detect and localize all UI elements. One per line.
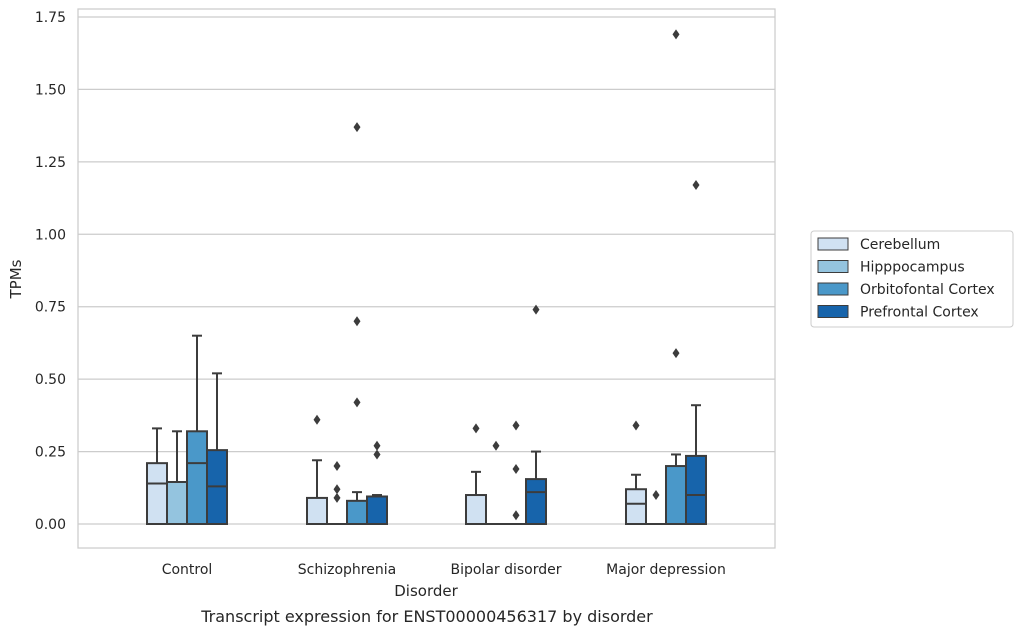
legend-label: Hipppocampus xyxy=(860,260,965,276)
outlier-point xyxy=(353,122,361,133)
x-tick-label: Schizophrenia xyxy=(298,562,396,578)
chart-caption: Transcript expression for ENST0000045631… xyxy=(200,607,653,626)
outlier-point xyxy=(512,463,520,474)
plot-frame xyxy=(77,8,776,549)
box-body xyxy=(465,494,487,525)
outlier-point xyxy=(333,492,341,503)
legend-frame xyxy=(810,230,1014,328)
box-0-2 xyxy=(465,423,487,525)
box-1-3 xyxy=(646,490,666,525)
y-tick-label: 0.50 xyxy=(35,372,66,388)
legend: Cerebellum Hipppocampus Orbitofontal Corte… xyxy=(810,230,1014,328)
box-body xyxy=(366,495,388,525)
outlier-point xyxy=(632,420,640,431)
box-3-3 xyxy=(685,180,707,525)
outlier-point xyxy=(672,348,680,359)
y-tick-label: 1.00 xyxy=(35,227,66,243)
x-tick-labels: Control Schizophrenia Bipolar disorder Majo… xyxy=(162,562,726,578)
box-1-1 xyxy=(327,461,347,525)
box-3-0 xyxy=(206,372,228,526)
x-tick-label: Major depression xyxy=(606,562,726,578)
outlier-point xyxy=(532,304,540,315)
y-axis-label: TPMs xyxy=(7,259,25,299)
box-body xyxy=(525,478,547,526)
outlier-point xyxy=(672,29,680,40)
box-0-1 xyxy=(306,414,328,526)
legend-swatch xyxy=(817,260,849,273)
box-2-0 xyxy=(186,334,208,526)
box-body xyxy=(665,465,687,525)
outlier-point xyxy=(333,484,341,495)
outlier-point xyxy=(472,423,480,434)
y-tick-label: 0.00 xyxy=(35,517,66,533)
y-tick-label: 1.75 xyxy=(35,10,66,26)
legend-label: Cerebellum xyxy=(860,237,940,253)
outlier-point xyxy=(353,397,361,408)
x-tick-label: Control xyxy=(162,562,213,578)
box-2-2 xyxy=(506,420,526,525)
box-body xyxy=(685,454,707,525)
y-tick-label: 1.50 xyxy=(35,82,66,98)
outlier-point xyxy=(692,180,700,191)
y-tick-label: 0.75 xyxy=(35,300,66,316)
box-3-1 xyxy=(366,440,388,525)
box-2-3 xyxy=(665,29,687,525)
legend-swatch xyxy=(817,305,849,318)
box-body xyxy=(306,496,328,526)
x-tick-label: Bipolar disorder xyxy=(450,562,561,578)
box-body xyxy=(166,480,188,525)
outlier-point xyxy=(512,420,520,431)
box-2-1 xyxy=(346,122,368,525)
box-0-0 xyxy=(146,427,168,526)
x-axis-label: Disorder xyxy=(394,582,458,600)
box-1-0 xyxy=(166,430,188,525)
outlier-point xyxy=(652,490,660,501)
box-body xyxy=(146,462,168,526)
box-body xyxy=(186,430,208,526)
box-1-2 xyxy=(486,440,506,525)
outlier-point xyxy=(353,316,361,327)
y-tick-label: 0.25 xyxy=(35,445,66,461)
box-body xyxy=(346,499,368,525)
y-tick-labels: 0.00 0.25 0.50 0.75 1.00 1.25 1.50 1.75 xyxy=(35,10,66,533)
y-tick-label: 1.25 xyxy=(35,155,66,171)
gridlines xyxy=(78,16,775,525)
legend-swatch xyxy=(817,282,849,296)
outlier-point xyxy=(373,440,381,451)
legend-swatch xyxy=(817,237,849,251)
outlier-point xyxy=(492,440,500,451)
box-0-3 xyxy=(625,420,647,525)
legend-label: Prefrontal Cortex xyxy=(860,305,979,321)
box-3-2 xyxy=(525,304,547,526)
boxes xyxy=(146,29,707,526)
legend-label: Orbitofontal Cortex xyxy=(860,282,995,298)
outlier-point xyxy=(333,461,341,472)
outlier-point xyxy=(313,414,321,425)
box-body xyxy=(625,488,647,525)
outlier-point xyxy=(512,510,520,521)
outlier-point xyxy=(373,449,381,460)
